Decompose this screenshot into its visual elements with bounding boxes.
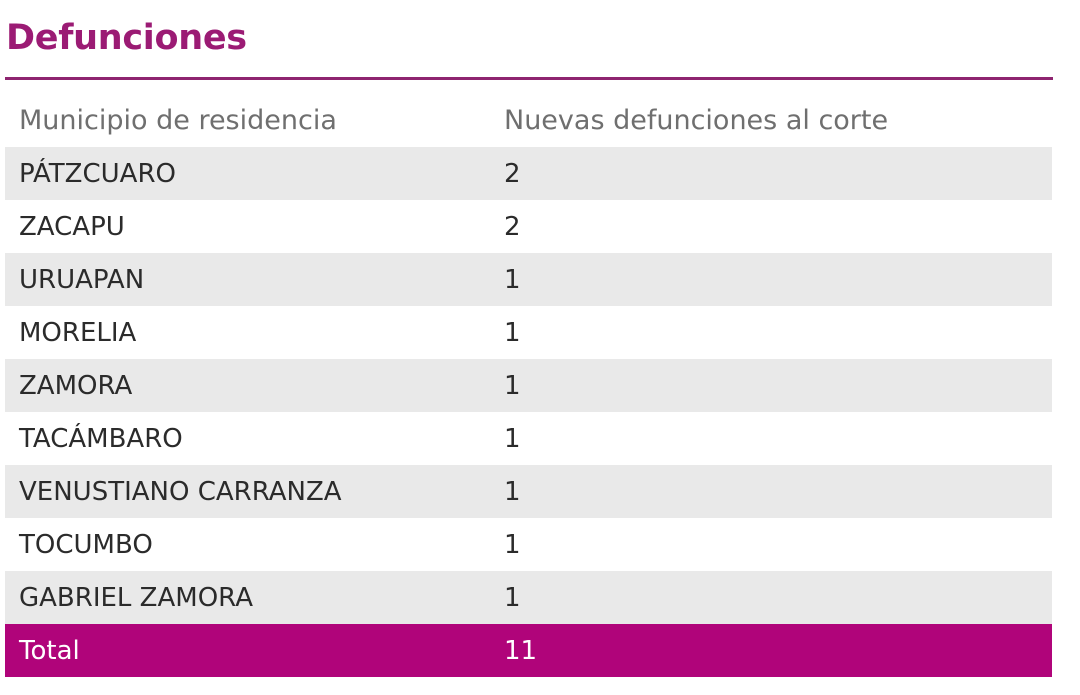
cell-municipio: MORELIA xyxy=(19,317,137,348)
cell-municipio: TOCUMBO xyxy=(19,529,153,560)
cell-defunciones: 1 xyxy=(504,529,521,560)
cell-defunciones: 2 xyxy=(504,158,521,189)
table-row: TACÁMBARO 1 xyxy=(5,412,1052,465)
table-row: PÁTZCUARO 2 xyxy=(5,147,1052,200)
table-header-row: Municipio de residencia Nuevas defuncion… xyxy=(5,93,1052,147)
table-row: URUAPAN 1 xyxy=(5,253,1052,306)
cell-municipio: ZACAPU xyxy=(19,211,125,242)
table-row: TOCUMBO 1 xyxy=(5,518,1052,571)
cell-municipio: TACÁMBARO xyxy=(19,423,183,454)
cell-municipio: VENUSTIANO CARRANZA xyxy=(19,476,342,507)
title-divider xyxy=(5,77,1053,80)
cell-municipio: PÁTZCUARO xyxy=(19,158,176,189)
cell-municipio: ZAMORA xyxy=(19,370,133,401)
table-total-row: Total 11 xyxy=(5,624,1052,677)
total-value: 11 xyxy=(504,635,538,666)
cell-defunciones: 1 xyxy=(504,264,521,295)
table-row: GABRIEL ZAMORA 1 xyxy=(5,571,1052,624)
table-row: ZAMORA 1 xyxy=(5,359,1052,412)
defunciones-table: Municipio de residencia Nuevas defuncion… xyxy=(5,93,1052,677)
total-label: Total xyxy=(19,635,80,666)
header-municipio: Municipio de residencia xyxy=(19,104,337,136)
cell-defunciones: 1 xyxy=(504,370,521,401)
cell-municipio: URUAPAN xyxy=(19,264,145,295)
cell-defunciones: 1 xyxy=(504,476,521,507)
cell-defunciones: 1 xyxy=(504,423,521,454)
table-row: ZACAPU 2 xyxy=(5,200,1052,253)
table-row: VENUSTIANO CARRANZA 1 xyxy=(5,465,1052,518)
cell-defunciones: 1 xyxy=(504,582,521,613)
table-row: MORELIA 1 xyxy=(5,306,1052,359)
cell-defunciones: 1 xyxy=(504,317,521,348)
page-title: Defunciones xyxy=(6,18,247,58)
cell-defunciones: 2 xyxy=(504,211,521,242)
header-defunciones: Nuevas defunciones al corte xyxy=(504,104,889,136)
cell-municipio: GABRIEL ZAMORA xyxy=(19,582,253,613)
